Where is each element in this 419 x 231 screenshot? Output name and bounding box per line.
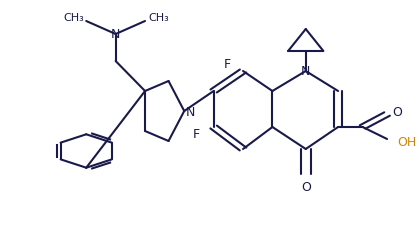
Text: OH: OH	[397, 136, 416, 149]
Text: O: O	[301, 181, 310, 194]
Text: CH₃: CH₃	[63, 13, 84, 23]
Text: N: N	[301, 65, 310, 78]
Text: F: F	[192, 128, 199, 141]
Text: CH₃: CH₃	[148, 13, 169, 23]
Text: O: O	[392, 105, 402, 118]
Text: N: N	[186, 105, 195, 118]
Text: N: N	[111, 28, 120, 41]
Text: F: F	[224, 58, 231, 71]
